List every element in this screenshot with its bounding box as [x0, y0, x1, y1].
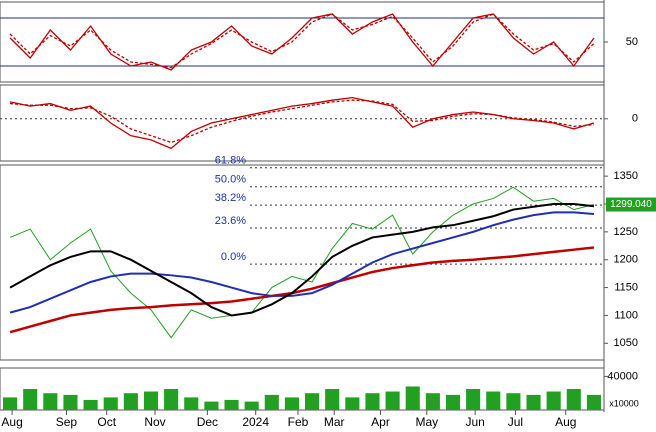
series-line — [9, 13, 595, 71]
y-tick-label: 1250 — [614, 226, 638, 238]
fib-label: 61.8% — [215, 155, 246, 167]
volume-bar — [83, 399, 98, 410]
x-tick-label: Aug — [555, 415, 576, 429]
volume-bar — [103, 397, 118, 410]
x-tick-label: Dec — [197, 415, 218, 429]
fib-label: 0.0% — [221, 251, 246, 263]
volume-bar — [526, 394, 541, 410]
volume-bar — [244, 401, 259, 410]
y-tick-label: 50 — [626, 36, 638, 48]
x-tick-label: Aug — [1, 415, 22, 429]
volume-bar — [284, 397, 299, 410]
x-tick-label: Feb — [288, 415, 309, 429]
x-tick-label: 2024 — [242, 415, 269, 429]
volume-bar — [224, 399, 239, 410]
volume-bar — [3, 397, 18, 410]
volume-bar — [345, 397, 360, 410]
y-tick-label: 1200 — [614, 254, 638, 266]
volume-bar — [23, 389, 38, 410]
volume-bar — [264, 394, 279, 410]
volume-bar — [425, 393, 440, 410]
x-tick-label: Mar — [324, 415, 345, 429]
x-tick-label: Apr — [371, 415, 390, 429]
volume-bar — [325, 389, 340, 410]
x-tick-label: Nov — [144, 415, 165, 429]
series-line — [10, 99, 594, 144]
series-line — [9, 203, 595, 317]
x-tick-label: May — [415, 415, 438, 429]
volume-bar — [586, 394, 601, 410]
x-tick-label: Oct — [97, 415, 116, 429]
y-tick-label: 1150 — [614, 281, 638, 293]
y-tick-label: 1050 — [614, 337, 638, 349]
y-tick-label: 40000 — [607, 370, 638, 382]
volume-bar — [305, 393, 320, 410]
volume-bar — [123, 393, 138, 410]
volume-bar — [445, 394, 461, 410]
x-tick-label: Jul — [508, 415, 523, 429]
fib-label: 38.2% — [215, 192, 246, 204]
fib-label: 50.0% — [215, 174, 246, 186]
y-tick-label: 1350 — [614, 170, 638, 182]
y-tick-label: 1100 — [614, 309, 638, 321]
y-tick-label: 0 — [632, 113, 638, 125]
series-line — [9, 246, 595, 334]
volume-bar — [546, 391, 561, 410]
last-value-label: 1299.040 — [610, 199, 652, 210]
volume-bar — [143, 391, 159, 410]
x-tick-label: Sep — [56, 415, 78, 429]
x-tick-label: Jun — [465, 415, 484, 429]
series-line — [9, 186, 595, 339]
volume-bar — [164, 389, 179, 410]
volume-bar — [365, 393, 380, 410]
last-value-box — [606, 197, 656, 212]
series-line — [9, 13, 595, 69]
volume-bar — [184, 397, 199, 410]
volume-bar — [486, 391, 501, 410]
fib-label: 23.6% — [215, 215, 246, 227]
volume-bar — [43, 393, 58, 410]
volume-bar — [63, 394, 78, 410]
volume-bar — [405, 386, 420, 410]
volume-bar — [385, 391, 400, 410]
volume-bar — [506, 393, 521, 410]
volume-bar — [466, 389, 481, 410]
series-line — [9, 211, 595, 314]
volume-bar — [566, 389, 581, 410]
unit-label: x10000 — [609, 398, 639, 408]
volume-bar — [204, 401, 219, 410]
